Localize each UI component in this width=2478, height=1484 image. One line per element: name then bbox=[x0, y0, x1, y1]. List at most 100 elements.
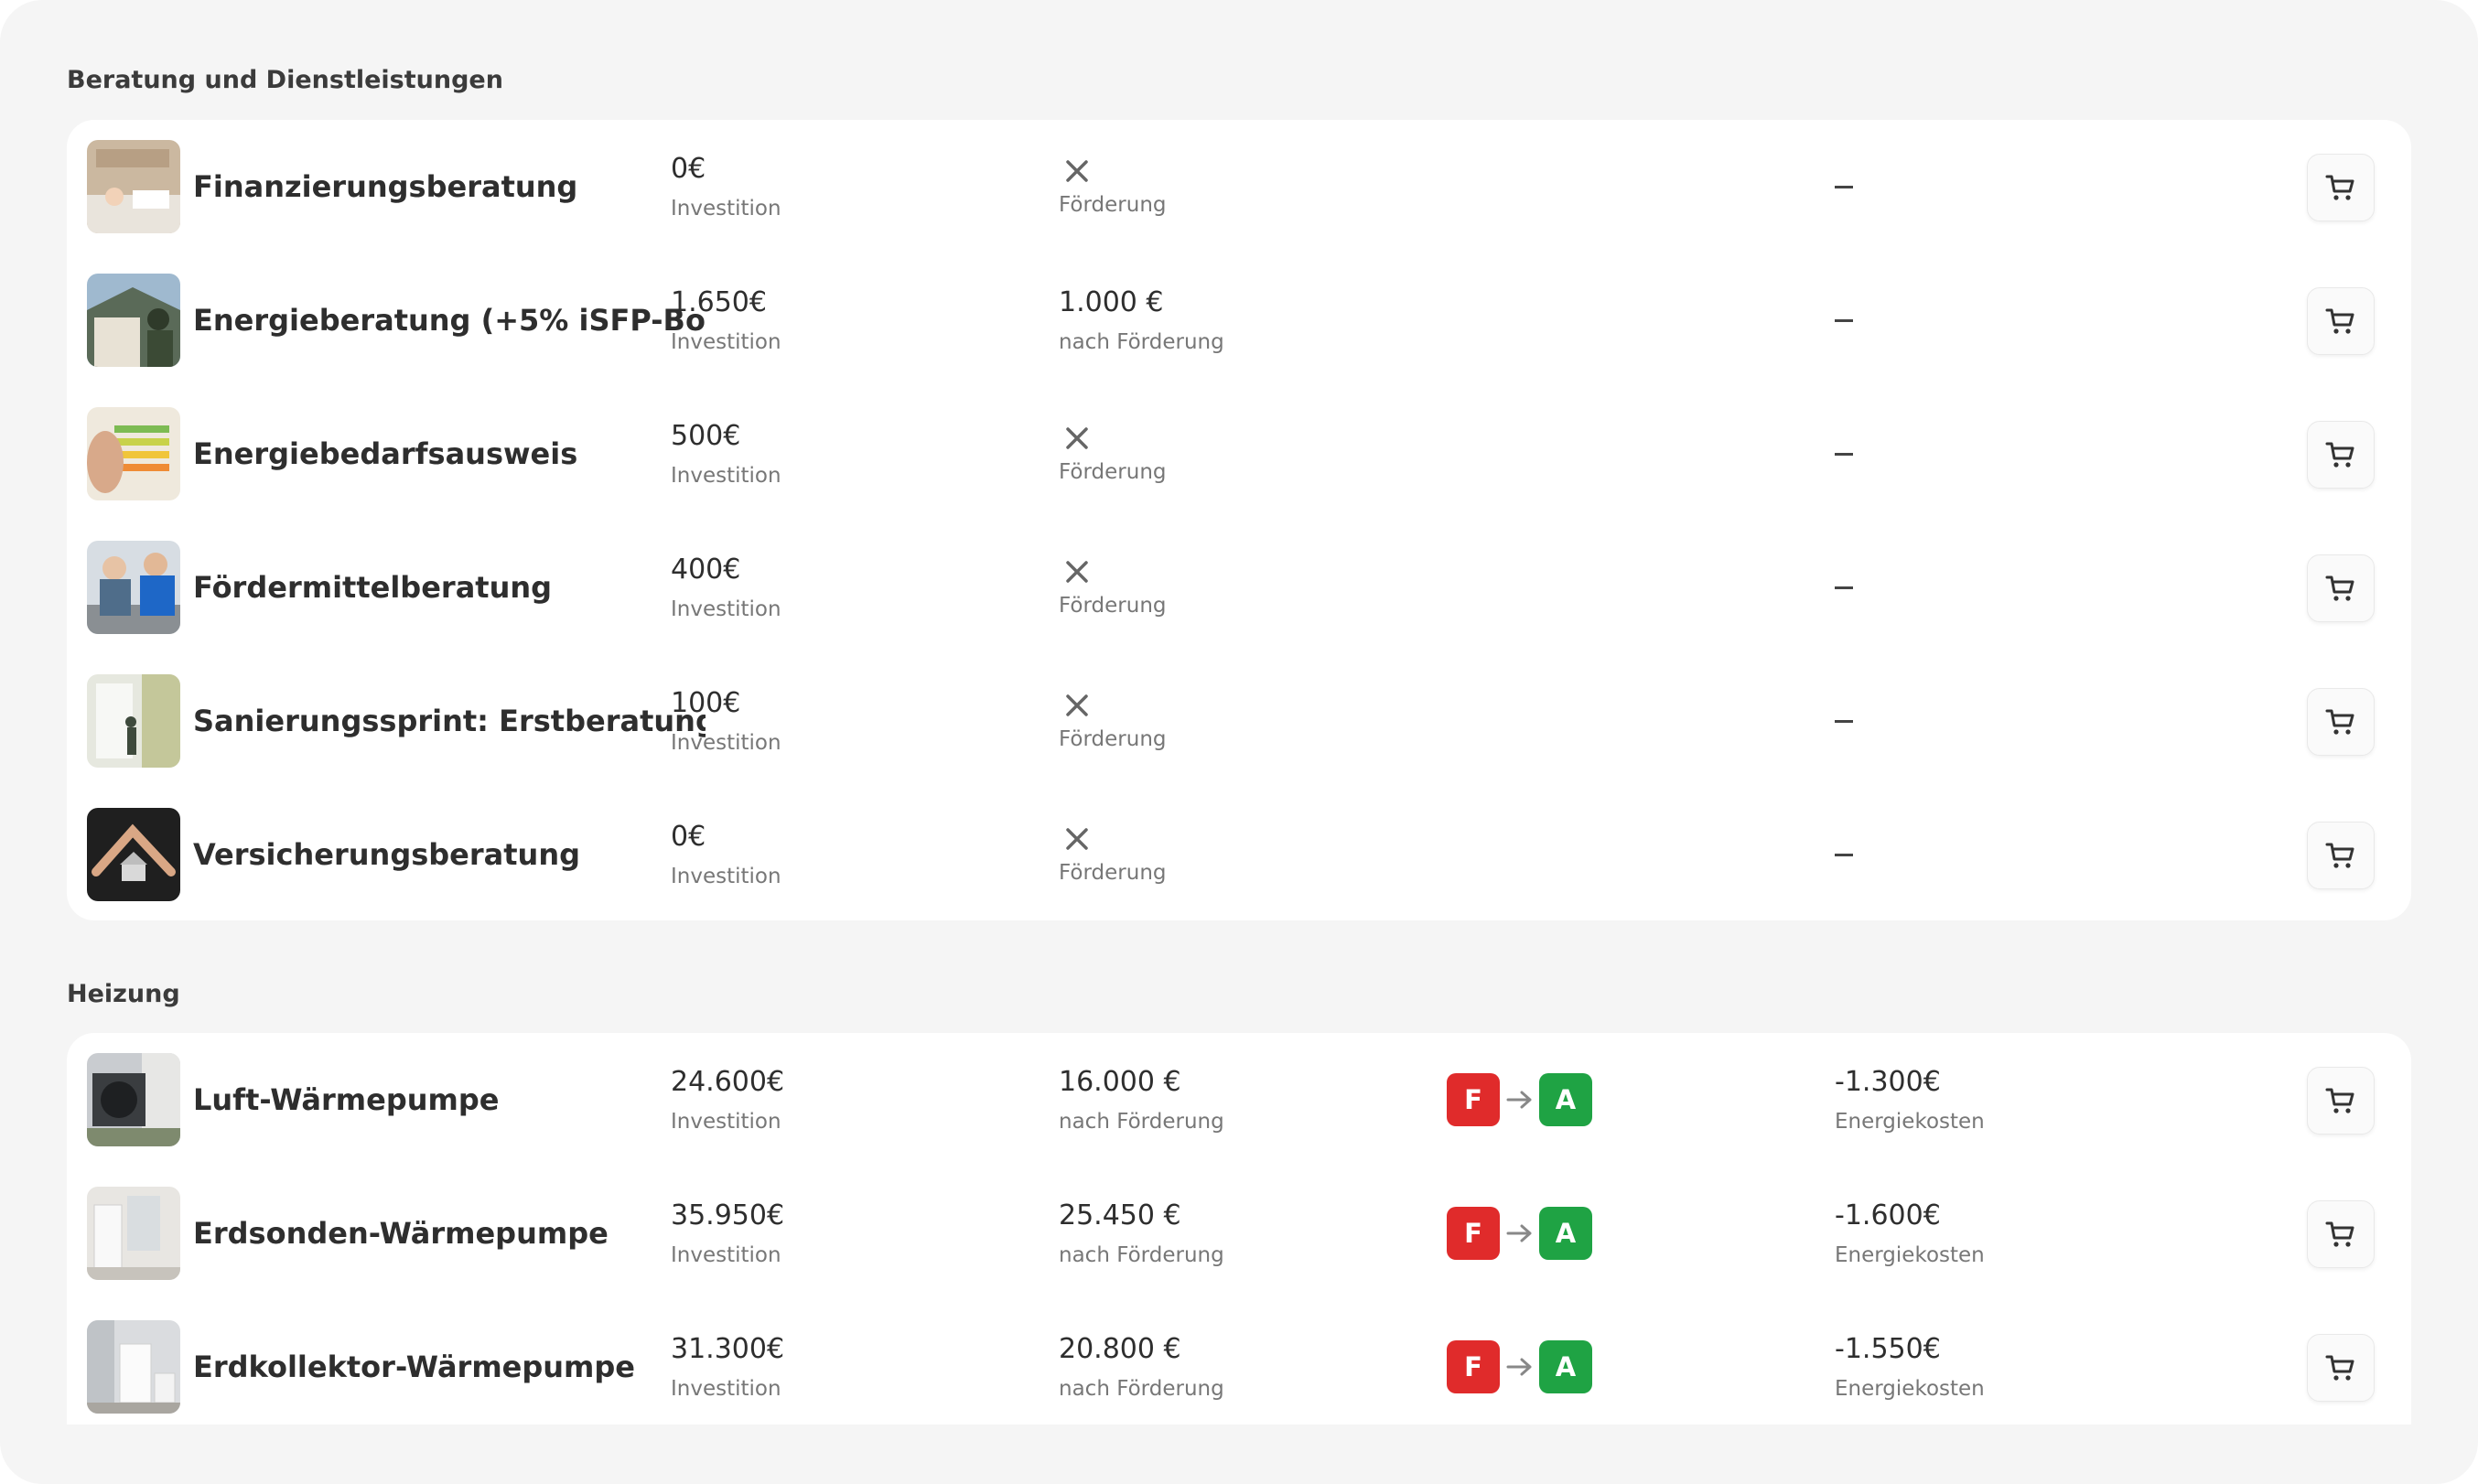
close-icon bbox=[1066, 694, 1088, 716]
add-to-cart-button[interactable] bbox=[2307, 287, 2375, 355]
subsidy-value: 20.800 € bbox=[1059, 1333, 1181, 1365]
product-thumbnail bbox=[87, 808, 180, 901]
energy-placeholder bbox=[1835, 586, 1853, 589]
energy-cost-value: -1.550€ bbox=[1835, 1333, 1941, 1365]
subsidy-label: Förderung bbox=[1059, 460, 1167, 484]
list-item[interactable]: Erdkollektor-Wärmepumpe 31.300€ Investit… bbox=[67, 1300, 2411, 1425]
energy-placeholder bbox=[1835, 854, 1853, 856]
add-to-cart-button[interactable] bbox=[2307, 1067, 2375, 1135]
subsidy-label: Förderung bbox=[1059, 193, 1167, 217]
subsidy-label: nach Förderung bbox=[1059, 1377, 1224, 1401]
investment-label: Investition bbox=[671, 330, 781, 354]
energy-cost-label: Energiekosten bbox=[1835, 1377, 1985, 1401]
heating-card: Luft-Wärmepumpe 24.600€ Investition 16.0… bbox=[67, 1033, 2411, 1425]
energy-placeholder bbox=[1835, 186, 1853, 188]
shopping-cart-icon bbox=[2325, 1221, 2354, 1247]
investment-label: Investition bbox=[671, 865, 781, 888]
product-name: Erdsonden-Wärmepumpe bbox=[193, 1216, 609, 1251]
product-thumbnail bbox=[87, 140, 180, 233]
product-name: Erdkollektor-Wärmepumpe bbox=[193, 1350, 635, 1384]
shopping-cart-icon bbox=[2325, 709, 2354, 735]
close-icon bbox=[1066, 561, 1088, 583]
add-to-cart-button[interactable] bbox=[2307, 554, 2375, 622]
arrow-right-icon bbox=[1506, 1224, 1532, 1242]
close-icon bbox=[1066, 828, 1088, 850]
subsidy-label: nach Förderung bbox=[1059, 330, 1224, 354]
shopping-cart-icon bbox=[2325, 575, 2354, 601]
subsidy-value: 1.000 € bbox=[1059, 286, 1164, 318]
investment-value: 31.300€ bbox=[671, 1333, 785, 1365]
product-name: Versicherungsberatung bbox=[193, 837, 581, 872]
investment-value: 1.650€ bbox=[671, 286, 767, 318]
list-item[interactable]: Erdsonden-Wärmepumpe 35.950€ Investition… bbox=[67, 1167, 2411, 1300]
shopping-cart-icon bbox=[2325, 843, 2354, 868]
investment-value: 0€ bbox=[671, 153, 706, 185]
energy-class-to-badge: A bbox=[1539, 1340, 1592, 1393]
investment-label: Investition bbox=[671, 1110, 781, 1134]
energy-placeholder bbox=[1835, 319, 1853, 322]
list-item[interactable]: Energieberatung (+5% iSFP-Bon... 1.650€ … bbox=[67, 253, 2411, 387]
energy-placeholder bbox=[1835, 453, 1853, 456]
energy-cost-label: Energiekosten bbox=[1835, 1243, 1985, 1267]
investment-value: 24.600€ bbox=[671, 1066, 785, 1098]
product-thumbnail bbox=[87, 1320, 180, 1414]
subsidy-label: Förderung bbox=[1059, 594, 1167, 618]
investment-value: 100€ bbox=[671, 687, 741, 719]
add-to-cart-button[interactable] bbox=[2307, 421, 2375, 489]
add-to-cart-button[interactable] bbox=[2307, 822, 2375, 889]
product-name: Finanzierungsberatung bbox=[193, 169, 578, 204]
section-title-heizung: Heizung bbox=[67, 980, 180, 1008]
shopping-cart-icon bbox=[2325, 308, 2354, 334]
investment-label: Investition bbox=[671, 597, 781, 621]
list-item[interactable]: Sanierungssprint: Erstberatung 100€ Inve… bbox=[67, 654, 2411, 788]
product-thumbnail bbox=[87, 674, 180, 768]
energy-class-to-badge: A bbox=[1539, 1073, 1592, 1126]
investment-value: 0€ bbox=[671, 821, 706, 853]
list-item[interactable]: Fördermittelberatung 400€ Investition Fö… bbox=[67, 521, 2411, 654]
shopping-cart-icon bbox=[2325, 175, 2354, 200]
product-name: Luft-Wärmepumpe bbox=[193, 1082, 500, 1117]
add-to-cart-button[interactable] bbox=[2307, 154, 2375, 221]
energy-class-from-badge: F bbox=[1447, 1340, 1500, 1393]
energy-cost-value: -1.300€ bbox=[1835, 1066, 1941, 1098]
close-icon bbox=[1066, 160, 1088, 182]
energy-class-from-badge: F bbox=[1447, 1207, 1500, 1260]
investment-value: 35.950€ bbox=[671, 1199, 785, 1231]
list-item[interactable]: Finanzierungsberatung 0€ Investition För… bbox=[67, 120, 2411, 253]
product-name: Sanierungssprint: Erstberatung bbox=[193, 704, 706, 738]
investment-label: Investition bbox=[671, 731, 781, 755]
add-to-cart-button[interactable] bbox=[2307, 1334, 2375, 1402]
add-to-cart-button[interactable] bbox=[2307, 688, 2375, 756]
investment-value: 400€ bbox=[671, 554, 741, 586]
product-thumbnail bbox=[87, 1053, 180, 1146]
list-item[interactable]: Versicherungsberatung 0€ Investition För… bbox=[67, 788, 2411, 920]
product-thumbnail bbox=[87, 274, 180, 367]
energy-cost-value: -1.600€ bbox=[1835, 1199, 1941, 1231]
subsidy-label: Förderung bbox=[1059, 727, 1167, 751]
arrow-right-icon bbox=[1506, 1091, 1532, 1109]
product-thumbnail bbox=[87, 1187, 180, 1280]
product-name: Energiebedarfsausweis bbox=[193, 436, 578, 471]
list-item[interactable]: Energiebedarfsausweis 500€ Investition F… bbox=[67, 387, 2411, 521]
subsidy-value: 16.000 € bbox=[1059, 1066, 1181, 1098]
investment-label: Investition bbox=[671, 1377, 781, 1401]
product-name: Energieberatung (+5% iSFP-Bon... bbox=[193, 303, 706, 338]
investment-label: Investition bbox=[671, 464, 781, 488]
energy-class-from-badge: F bbox=[1447, 1073, 1500, 1126]
energy-placeholder bbox=[1835, 720, 1853, 723]
shopping-cart-icon bbox=[2325, 1355, 2354, 1381]
subsidy-label: Förderung bbox=[1059, 861, 1167, 885]
shopping-cart-icon bbox=[2325, 442, 2354, 468]
investment-value: 500€ bbox=[671, 420, 741, 452]
product-thumbnail bbox=[87, 407, 180, 500]
subsidy-label: nach Förderung bbox=[1059, 1243, 1224, 1267]
add-to-cart-button[interactable] bbox=[2307, 1200, 2375, 1268]
energy-class-to-badge: A bbox=[1539, 1207, 1592, 1260]
shopping-cart-icon bbox=[2325, 1088, 2354, 1113]
product-name: Fördermittelberatung bbox=[193, 570, 553, 605]
section-title-beratung: Beratung und Dienstleistungen bbox=[67, 66, 503, 94]
services-card: Finanzierungsberatung 0€ Investition För… bbox=[67, 120, 2411, 920]
investment-label: Investition bbox=[671, 1243, 781, 1267]
list-item[interactable]: Luft-Wärmepumpe 24.600€ Investition 16.0… bbox=[67, 1033, 2411, 1167]
